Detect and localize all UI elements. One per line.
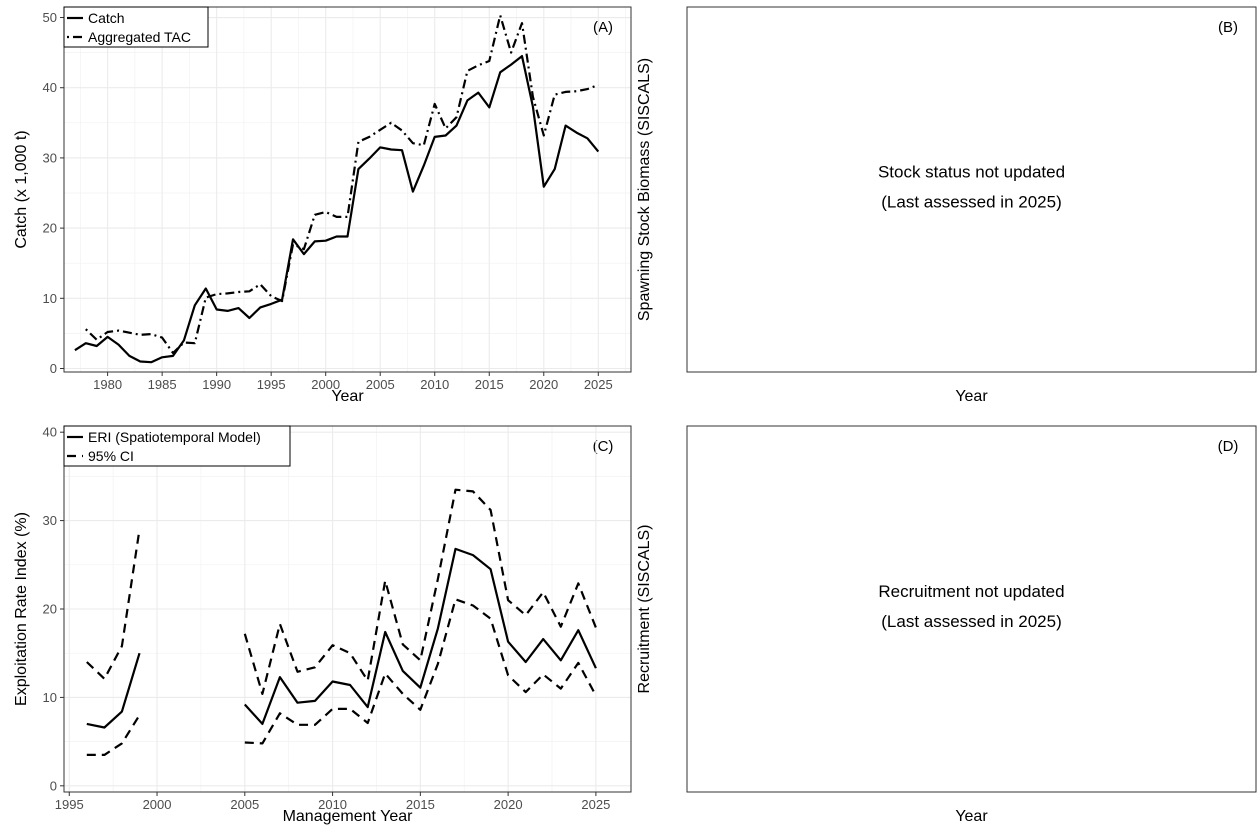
- y-axis-title: Exploitation Rate Index (%): [13, 512, 30, 706]
- x-axis-title: Year: [955, 808, 988, 825]
- series-line-95-ci: [244, 598, 597, 745]
- y-tick-label: 30: [43, 513, 57, 528]
- x-tick-label: 2005: [230, 797, 259, 812]
- y-tick-label: 30: [43, 150, 57, 165]
- y-axis-title: Catch (x 1,000 t): [13, 130, 30, 248]
- series-line-eri-spatiotemporal-model-: [243, 547, 597, 726]
- series-line-95-ci: [86, 529, 141, 680]
- panel-border: [63, 6, 632, 373]
- chart-panel-a: (A) Year Catch (x 1,000 t) 1980 1985 1990 1995…: [13, 6, 632, 405]
- x-tick-label: 1985: [148, 377, 177, 392]
- panel-label: (B): [1218, 19, 1238, 36]
- y-tick-label: 40: [43, 80, 57, 95]
- legend: ERI (Spatiotemporal Model) 95% CI: [63, 425, 291, 467]
- x-axis-title: Year: [955, 388, 988, 405]
- x-tick-label: 2015: [406, 797, 435, 812]
- y-tick-label: 20: [43, 221, 57, 236]
- x-tick-label: 2025: [581, 797, 610, 812]
- legend-box: [63, 425, 291, 467]
- x-tick-label: 2010: [318, 797, 347, 812]
- panel-border: [686, 425, 1257, 793]
- legend-label: ERI (Spatiotemporal Model): [88, 429, 261, 445]
- x-tick-label: 2005: [366, 377, 395, 392]
- y-tick-label: 50: [43, 10, 57, 25]
- x-tick-label: 2000: [143, 797, 172, 812]
- y-tick-label: 10: [43, 291, 57, 306]
- x-tick-label: 2010: [420, 377, 449, 392]
- legend-box: [63, 6, 209, 48]
- series-line-eri-spatiotemporal-model-: [86, 652, 141, 729]
- x-tick-label: 1990: [202, 377, 231, 392]
- panel-label: (C): [593, 438, 614, 455]
- x-tick-label: 2000: [311, 377, 340, 392]
- y-tick-label: 0: [50, 361, 57, 376]
- x-tick-label: 2020: [494, 797, 523, 812]
- y-tick-label: 0: [50, 778, 57, 793]
- panel-label: (A): [593, 19, 613, 36]
- legend-label: Aggregated TAC: [88, 29, 191, 45]
- panel-label: (D): [1218, 438, 1239, 455]
- y-tick-label: 10: [43, 690, 57, 705]
- panel-border: [686, 6, 1257, 373]
- y-axis-title: Recruitment (SISCALS): [636, 525, 653, 694]
- x-tick-label: 2015: [475, 377, 504, 392]
- status-message-line: (Last assessed in 2025): [881, 193, 1062, 212]
- y-tick-label: 40: [43, 425, 57, 440]
- x-tick-label: 1995: [55, 797, 84, 812]
- chart-panel-d: (D) Year Recruitment (SISCALS) Recruitment …: [636, 425, 1257, 825]
- status-message-line: (Last assessed in 2025): [881, 612, 1062, 631]
- chart-panel-b: (B) Year Spawning Stock Biomass (SISCALS) S…: [636, 6, 1257, 405]
- x-tick-label: 2025: [584, 377, 613, 392]
- series-line-95-ci: [86, 714, 141, 757]
- x-axis-title: Year: [331, 388, 364, 405]
- y-axis-title: Spawning Stock Biomass (SISCALS): [636, 58, 653, 321]
- x-tick-label: 1995: [257, 377, 286, 392]
- x-tick-label: 1980: [93, 377, 122, 392]
- status-message-line: Recruitment not updated: [878, 582, 1064, 601]
- legend: Catch Aggregated TAC: [63, 6, 209, 48]
- chart-panel-c: (C) Management Year Exploitation Rate Inde…: [13, 425, 632, 825]
- series-line-catch: [74, 54, 600, 364]
- x-axis-title: Management Year: [283, 808, 414, 825]
- x-tick-label: 2020: [529, 377, 558, 392]
- panel-border: [63, 425, 632, 793]
- legend-label: Catch: [88, 10, 125, 26]
- series-line-95-ci: [243, 488, 597, 696]
- legend-label: 95% CI: [88, 448, 134, 464]
- status-message-line: Stock status not updated: [878, 163, 1065, 182]
- y-tick-label: 20: [43, 602, 57, 617]
